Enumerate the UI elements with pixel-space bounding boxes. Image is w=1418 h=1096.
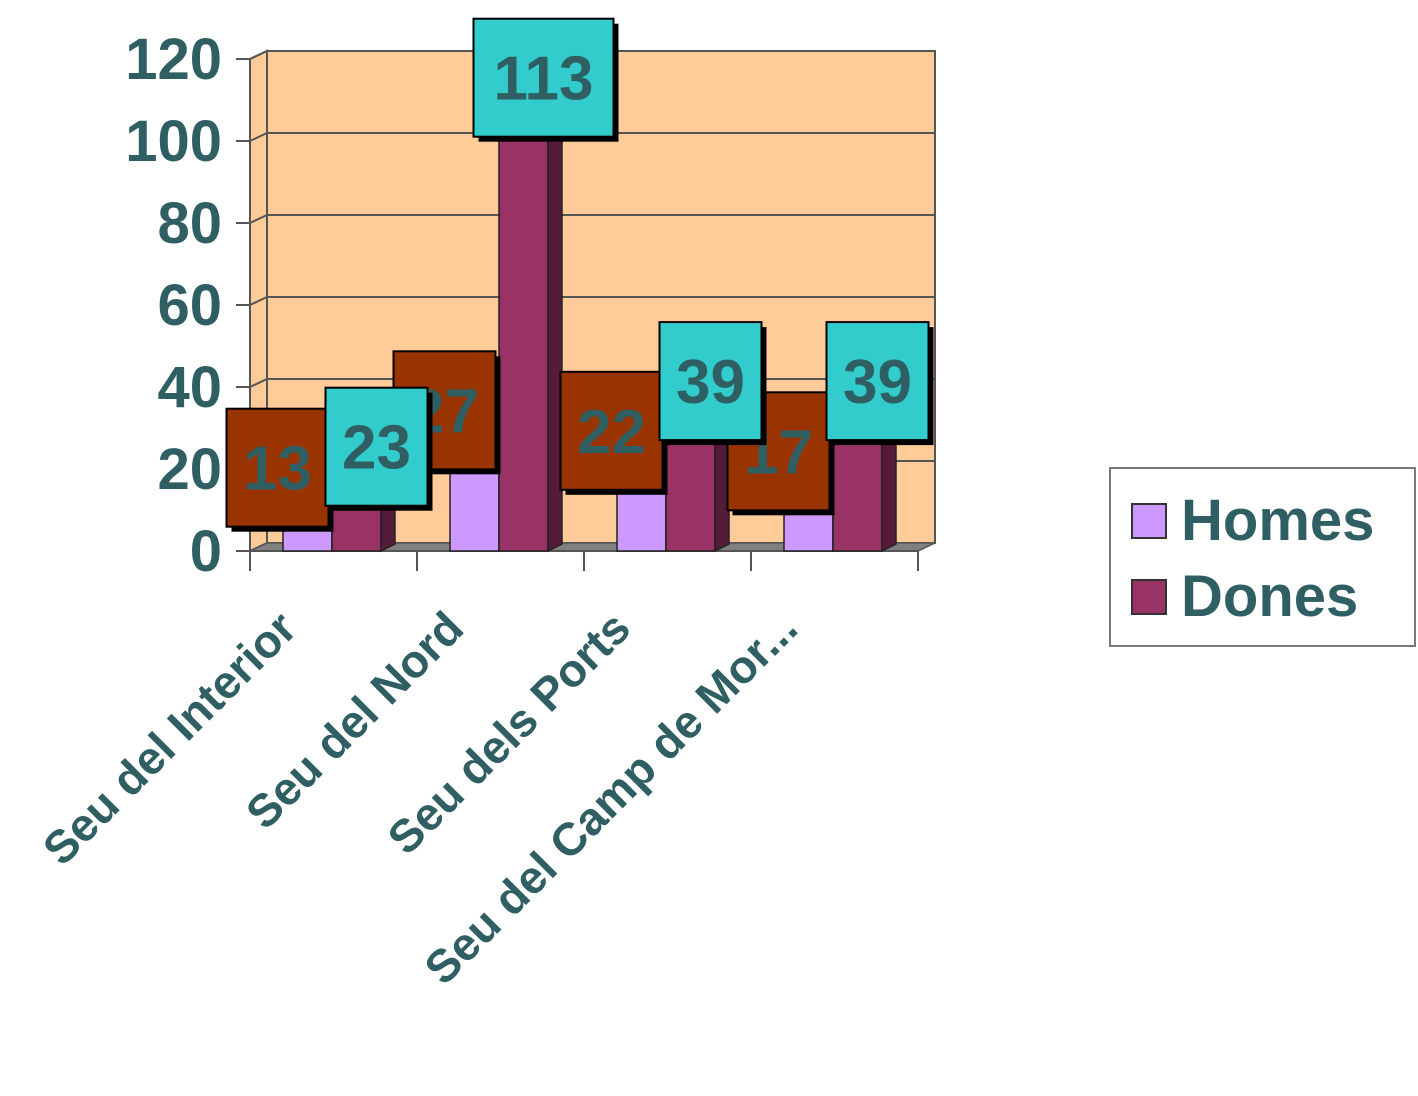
gridline-side — [249, 378, 268, 388]
data-label-box — [324, 386, 429, 507]
data-label-value: 113 — [493, 45, 593, 114]
data-label-box — [559, 370, 664, 491]
data-label-box — [472, 17, 615, 138]
data-label-dones: 23 — [324, 386, 433, 511]
data-label-box — [825, 321, 930, 442]
data-label-dones: 39 — [825, 321, 934, 446]
y-tick-label: 80 — [157, 191, 222, 256]
legend-label-dones: Dones — [1181, 564, 1359, 629]
data-label-homes: 13 — [225, 407, 334, 532]
legend-swatch-dones — [1131, 579, 1167, 615]
y-tick-label: 60 — [157, 273, 222, 338]
y-axis: 0 20 40 60 80 100 120 — [125, 27, 251, 584]
data-label-box — [225, 407, 330, 528]
data-label-dones: 39 — [658, 321, 767, 446]
data-label-box — [658, 321, 763, 442]
legend-item-homes: Homes — [1131, 491, 1374, 551]
y-tick-label: 120 — [125, 27, 222, 92]
data-label-homes: 22 — [559, 370, 668, 495]
gridline-side — [249, 296, 268, 306]
gridline-side — [249, 132, 268, 142]
y-tick-label: 20 — [157, 437, 222, 502]
x-tick-label: Seu del Interior — [33, 601, 307, 875]
gridline-side — [249, 214, 268, 224]
data-label-value: 22 — [577, 398, 646, 467]
data-label-value: 13 — [243, 435, 312, 504]
bar-dones — [498, 86, 549, 552]
data-label-value: 23 — [342, 414, 411, 483]
gridline-side — [249, 50, 268, 60]
legend-item-dones: Dones — [1131, 567, 1358, 627]
y-tick-label: 40 — [157, 355, 222, 420]
y-tick-label: 100 — [125, 109, 222, 174]
data-label-value: 39 — [676, 348, 745, 417]
y-tick-label: 0 — [190, 519, 222, 584]
data-label-value: 39 — [843, 348, 912, 417]
data-label-dones: 113 — [472, 17, 619, 142]
legend-swatch-homes — [1131, 503, 1167, 539]
legend-label-homes: Homes — [1181, 488, 1375, 553]
legend: Homes Dones — [1109, 467, 1416, 647]
